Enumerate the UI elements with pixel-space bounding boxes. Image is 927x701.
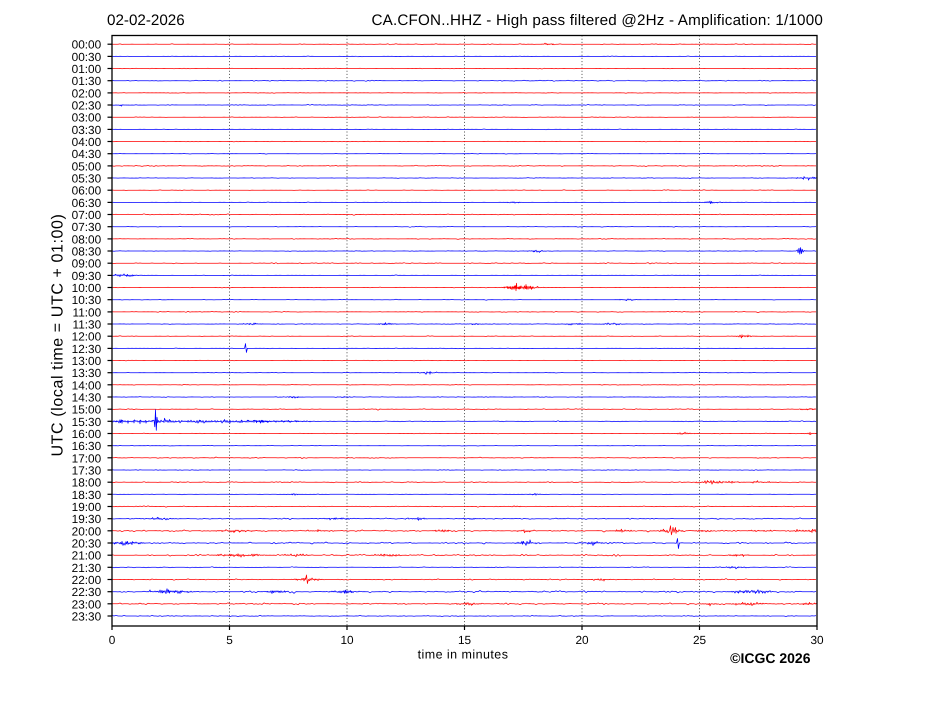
svg-text:01:30: 01:30 (72, 74, 102, 88)
svg-text:CA.CFON..HHZ - High pass filte: CA.CFON..HHZ - High pass filtered @2Hz -… (371, 12, 823, 29)
svg-text:UTC (local time = UTC + 01:00): UTC (local time = UTC + 01:00) (50, 214, 67, 457)
svg-text:10: 10 (340, 633, 354, 647)
svg-text:19:00: 19:00 (72, 500, 102, 514)
svg-text:03:00: 03:00 (72, 111, 102, 125)
svg-text:07:00: 07:00 (72, 208, 102, 222)
svg-text:08:30: 08:30 (72, 245, 102, 259)
svg-text:16:30: 16:30 (72, 439, 102, 453)
svg-text:23:30: 23:30 (72, 610, 102, 624)
svg-text:©ICGC 2026: ©ICGC 2026 (730, 650, 811, 666)
svg-text:18:30: 18:30 (72, 488, 102, 502)
svg-text:20: 20 (575, 633, 589, 647)
svg-text:22:30: 22:30 (72, 585, 102, 599)
svg-text:04:00: 04:00 (72, 135, 102, 149)
svg-text:5: 5 (226, 633, 233, 647)
svg-text:16:00: 16:00 (72, 427, 102, 441)
svg-text:21:30: 21:30 (72, 561, 102, 575)
svg-text:02:30: 02:30 (72, 99, 102, 113)
svg-text:13:00: 13:00 (72, 354, 102, 368)
svg-text:06:30: 06:30 (72, 196, 102, 210)
svg-text:10:30: 10:30 (72, 293, 102, 307)
svg-text:time in minutes: time in minutes (418, 648, 509, 662)
svg-text:07:30: 07:30 (72, 220, 102, 234)
svg-text:13:30: 13:30 (72, 366, 102, 380)
svg-text:14:30: 14:30 (72, 391, 102, 405)
svg-text:03:30: 03:30 (72, 123, 102, 137)
svg-text:01:00: 01:00 (72, 62, 102, 76)
svg-text:17:30: 17:30 (72, 464, 102, 478)
svg-text:02:00: 02:00 (72, 86, 102, 100)
svg-text:02-02-2026: 02-02-2026 (107, 12, 185, 29)
svg-text:15: 15 (458, 633, 472, 647)
svg-text:20:00: 20:00 (72, 524, 102, 538)
svg-text:10:00: 10:00 (72, 281, 102, 295)
svg-text:23:00: 23:00 (72, 597, 102, 611)
svg-text:15:00: 15:00 (72, 403, 102, 417)
svg-text:15:30: 15:30 (72, 415, 102, 429)
svg-text:09:00: 09:00 (72, 257, 102, 271)
svg-text:0: 0 (109, 633, 116, 647)
svg-text:21:00: 21:00 (72, 549, 102, 563)
svg-text:04:30: 04:30 (72, 147, 102, 161)
svg-text:05:00: 05:00 (72, 159, 102, 173)
svg-text:09:30: 09:30 (72, 269, 102, 283)
svg-text:00:00: 00:00 (72, 38, 102, 52)
svg-text:11:00: 11:00 (73, 305, 102, 319)
svg-text:08:00: 08:00 (72, 232, 102, 246)
svg-text:17:00: 17:00 (72, 451, 102, 465)
svg-text:30: 30 (810, 633, 824, 647)
svg-text:06:00: 06:00 (72, 184, 102, 198)
svg-text:19:30: 19:30 (72, 512, 102, 526)
svg-text:20:30: 20:30 (72, 537, 102, 551)
svg-text:12:30: 12:30 (72, 342, 102, 356)
svg-text:05:30: 05:30 (72, 172, 102, 186)
svg-text:00:30: 00:30 (72, 50, 102, 64)
svg-text:14:00: 14:00 (72, 378, 102, 392)
svg-text:11:30: 11:30 (73, 318, 102, 332)
svg-text:22:00: 22:00 (72, 573, 102, 587)
svg-text:18:00: 18:00 (72, 476, 102, 490)
svg-text:12:00: 12:00 (72, 330, 102, 344)
svg-text:25: 25 (693, 633, 707, 647)
